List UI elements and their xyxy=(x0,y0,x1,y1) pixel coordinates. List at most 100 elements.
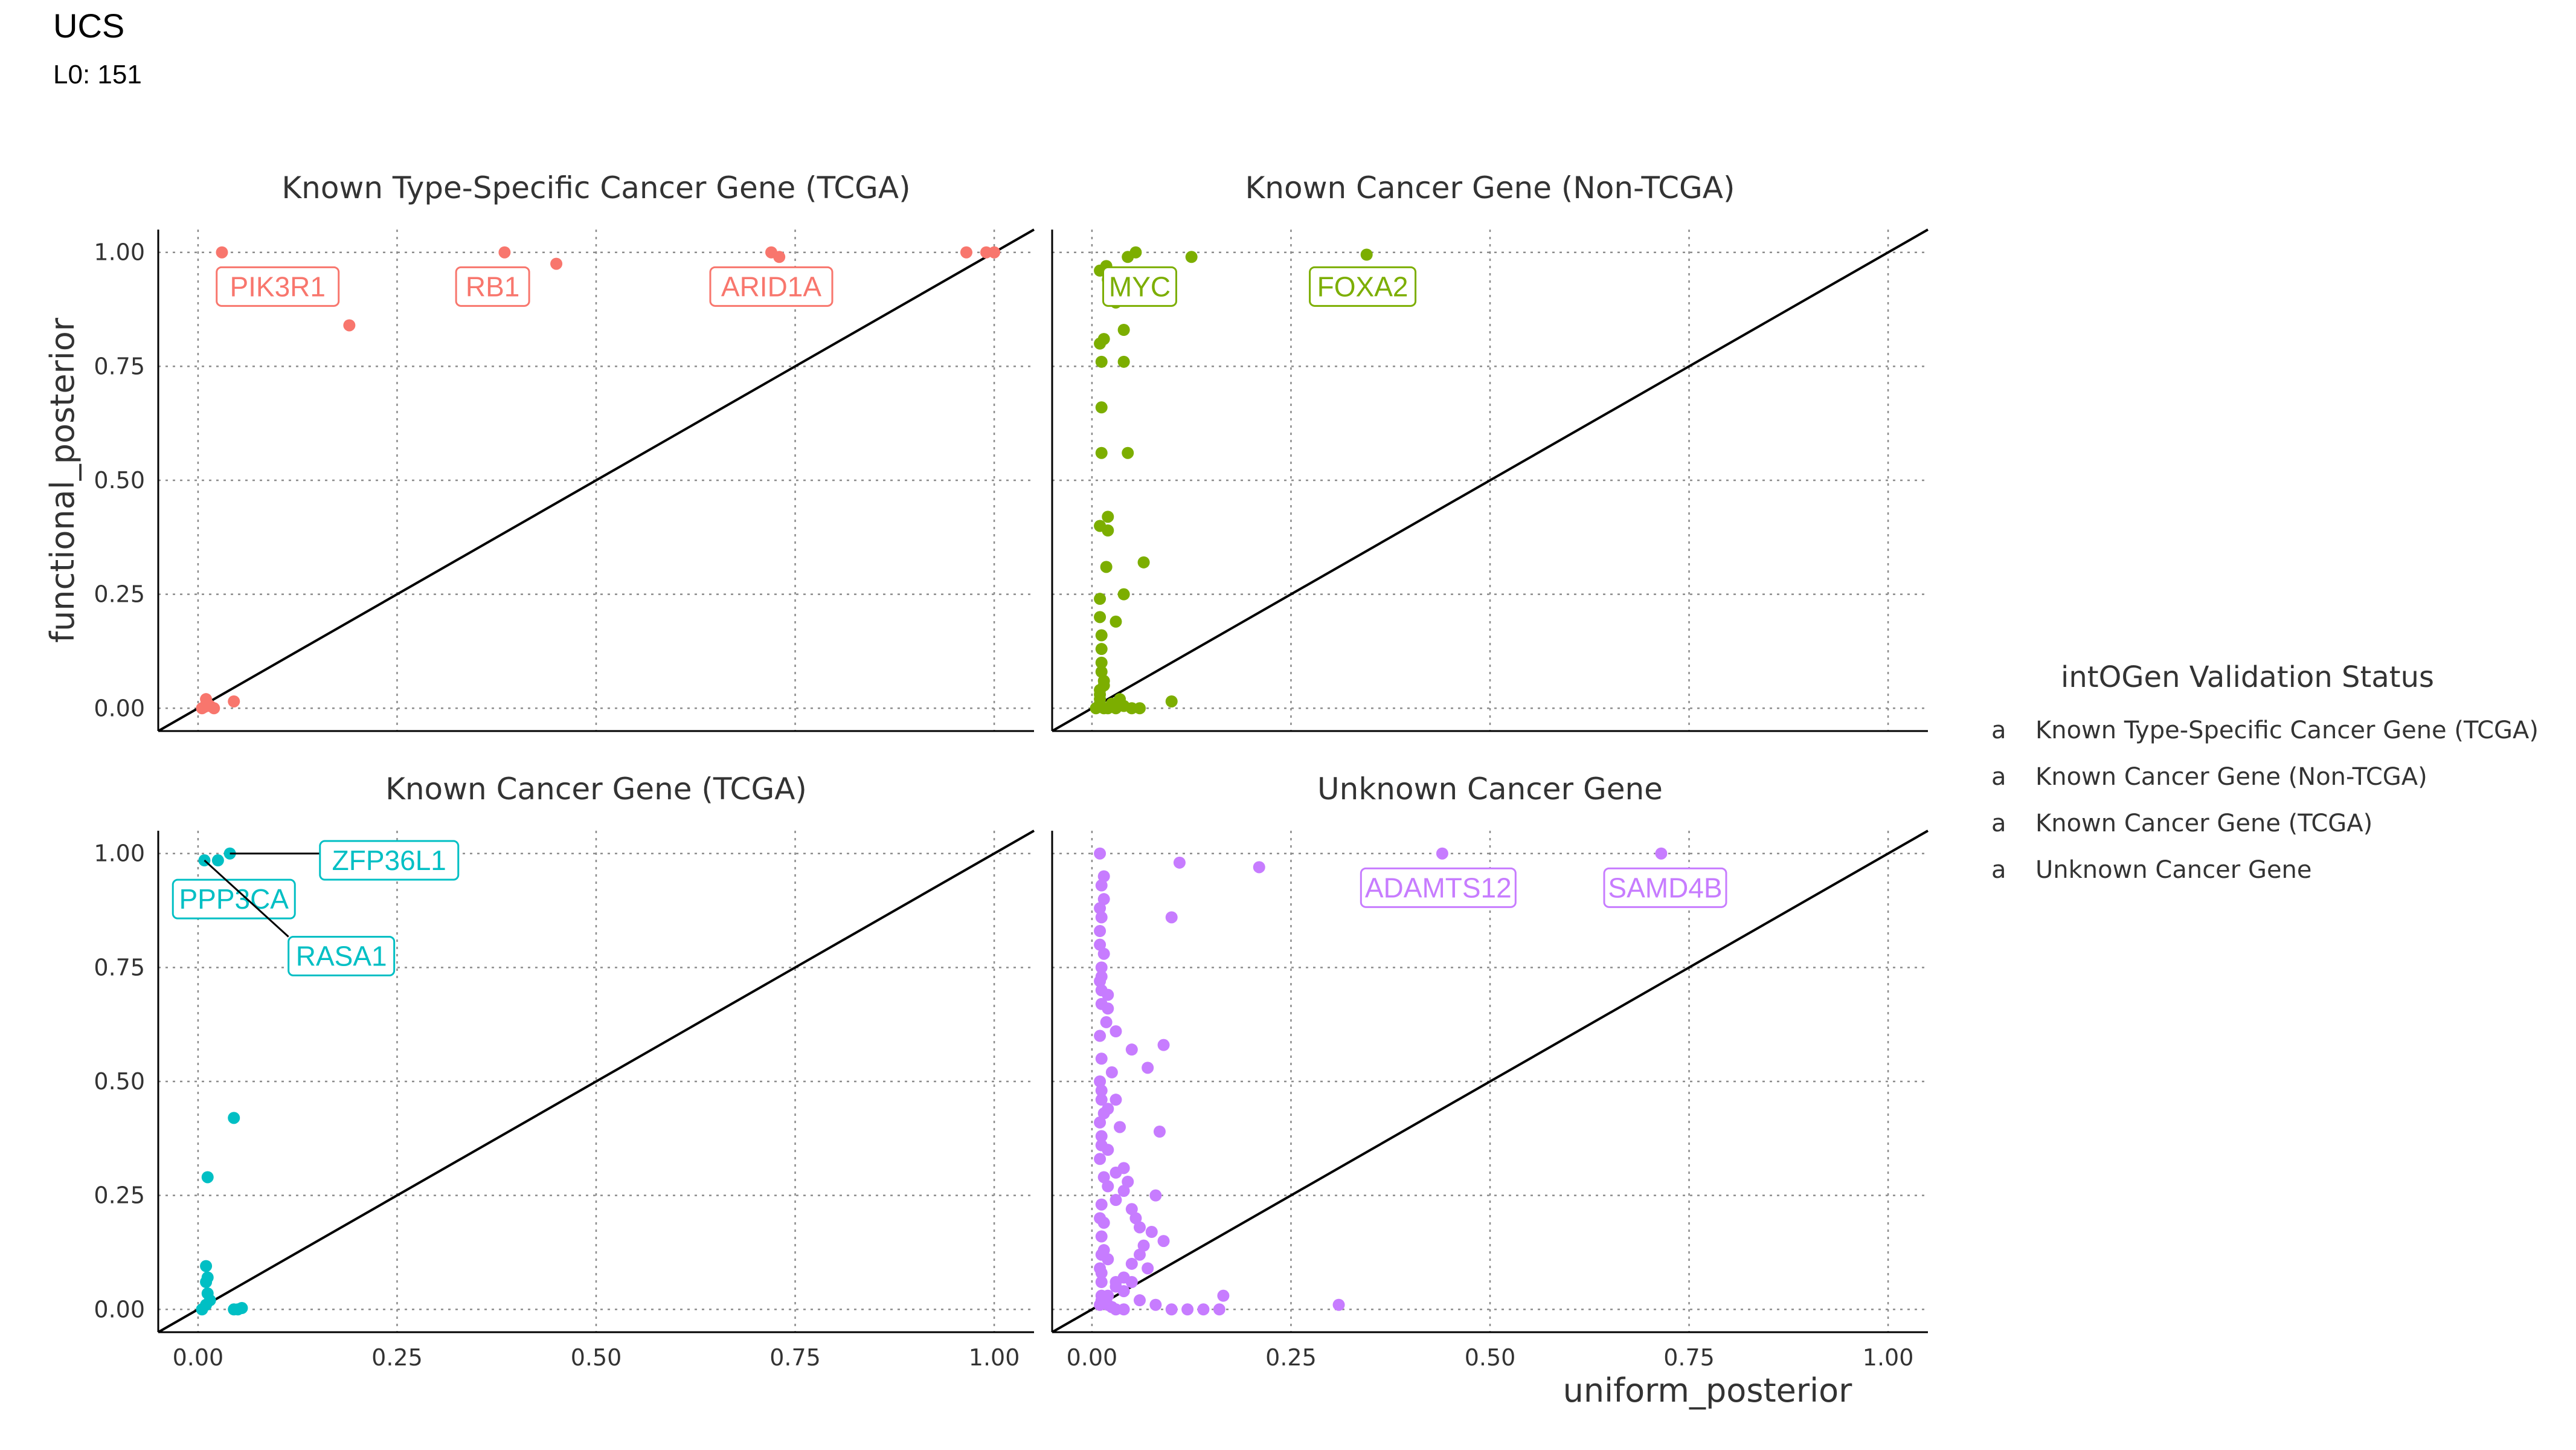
data-point xyxy=(1129,1212,1142,1225)
data-point xyxy=(1102,1103,1114,1115)
data-point xyxy=(1100,561,1113,573)
data-point xyxy=(1157,1039,1170,1051)
data-point xyxy=(1117,1285,1130,1298)
data-point xyxy=(1360,248,1373,261)
data-point xyxy=(1114,693,1126,706)
data-point xyxy=(1094,1116,1107,1129)
data-point xyxy=(1149,1298,1162,1311)
data-point xyxy=(1095,1094,1108,1106)
data-point xyxy=(1095,1289,1108,1302)
y-tick-label: 1.00 xyxy=(94,840,145,867)
data-point xyxy=(1095,997,1108,1010)
y-tick-label: 0.00 xyxy=(94,695,145,721)
data-point xyxy=(1095,1248,1108,1261)
data-point xyxy=(196,1303,208,1316)
facet-title: Known Cancer Gene (TCGA) xyxy=(385,772,807,807)
identity-line xyxy=(158,228,1035,732)
data-point xyxy=(1137,556,1150,569)
legend-entry-label: Known Type-Specific Cancer Gene (TCGA) xyxy=(2035,717,2539,744)
data-point xyxy=(1117,1185,1130,1197)
data-point xyxy=(1436,847,1448,860)
data-point xyxy=(1095,911,1108,924)
facet-panel-1: Known Cancer Gene (Non-TCGA) MYC FOXA2 xyxy=(1051,170,1929,732)
gene-label: RB1 xyxy=(466,271,519,302)
data-point xyxy=(1129,246,1142,259)
data-point xyxy=(1655,847,1668,860)
facet-title: Unknown Cancer Gene xyxy=(1317,772,1663,807)
x-tick-label: 0.75 xyxy=(769,1344,821,1371)
plot-subtitle: L0: 151 xyxy=(53,60,142,89)
data-point xyxy=(1095,1084,1108,1097)
gene-label-box xyxy=(319,840,460,881)
data-point xyxy=(1095,643,1108,656)
facet-panels: Known Type-Specific Cancer Gene (TCGA) 0.… xyxy=(43,170,1929,1410)
data-point xyxy=(200,1276,213,1288)
identity-line xyxy=(158,830,1035,1333)
data-point xyxy=(1125,1043,1138,1056)
facet-title: Known Type-Specific Cancer Gene (TCGA) xyxy=(281,170,910,205)
data-point xyxy=(1095,665,1108,678)
x-tick-label: 0.25 xyxy=(371,1344,423,1371)
gene-label-box xyxy=(216,266,340,307)
data-point xyxy=(1097,947,1110,960)
data-point xyxy=(1095,970,1108,983)
y-tick-label: 0.25 xyxy=(94,1182,145,1209)
data-point xyxy=(1110,615,1122,628)
data-point xyxy=(1095,1276,1108,1288)
x-tick-label: 0.50 xyxy=(1465,1344,1516,1371)
data-point xyxy=(343,319,356,332)
legend-entry-label: Known Cancer Gene (TCGA) xyxy=(2035,810,2372,837)
x-tick-label: 0.75 xyxy=(1663,1344,1715,1371)
data-point xyxy=(1332,1298,1345,1311)
data-point xyxy=(1094,1030,1107,1042)
data-point xyxy=(1100,1016,1113,1028)
facet-panel-0: Known Type-Specific Cancer Gene (TCGA) 0.… xyxy=(94,170,1035,732)
data-point xyxy=(1134,1294,1146,1307)
data-point xyxy=(1134,1248,1146,1261)
data-point xyxy=(1094,847,1107,860)
x-tick-label: 0.00 xyxy=(1067,1344,1118,1371)
data-point xyxy=(1095,446,1108,459)
y-tick-label: 0.50 xyxy=(94,1068,145,1095)
gene-label-box xyxy=(1603,867,1727,908)
data-point xyxy=(1097,870,1110,883)
data-point xyxy=(1165,695,1178,707)
x-axis-title: uniform_posterior xyxy=(1563,1371,1852,1410)
data-point xyxy=(1185,251,1198,263)
data-point xyxy=(1142,1262,1154,1275)
gene-label-box xyxy=(1360,867,1517,908)
data-point xyxy=(1142,1062,1154,1074)
gene-label: PPP3CA xyxy=(179,883,289,915)
identity-line xyxy=(1052,228,1929,732)
facet-title: Known Cancer Gene (Non-TCGA) xyxy=(1245,170,1735,205)
data-point xyxy=(773,251,786,263)
data-point xyxy=(201,1171,214,1184)
data-point xyxy=(1102,1180,1114,1193)
data-point xyxy=(1110,1194,1122,1207)
data-point xyxy=(1095,1198,1108,1211)
data-point xyxy=(1097,1171,1110,1184)
data-point xyxy=(198,701,211,714)
y-tick-label: 0.50 xyxy=(94,467,145,494)
data-point xyxy=(1122,446,1134,459)
plot-title: UCS xyxy=(53,7,124,45)
data-point xyxy=(550,257,563,270)
data-point xyxy=(1095,879,1108,892)
x-tick-label: 0.00 xyxy=(173,1344,224,1371)
gene-label: ADAMTS12 xyxy=(1365,872,1512,903)
data-point xyxy=(1137,1239,1150,1252)
data-point xyxy=(1094,902,1107,915)
data-point xyxy=(1114,1121,1126,1133)
y-tick-label: 0.00 xyxy=(94,1296,145,1323)
data-point xyxy=(1095,984,1108,997)
data-point xyxy=(1165,911,1178,924)
label-connector xyxy=(204,859,289,938)
data-point xyxy=(1217,1289,1230,1302)
data-point xyxy=(1165,1303,1178,1316)
x-tick-label: 1.00 xyxy=(969,1344,1020,1371)
data-point xyxy=(1095,656,1108,669)
data-point xyxy=(228,695,240,707)
gene-label-box xyxy=(709,266,834,307)
